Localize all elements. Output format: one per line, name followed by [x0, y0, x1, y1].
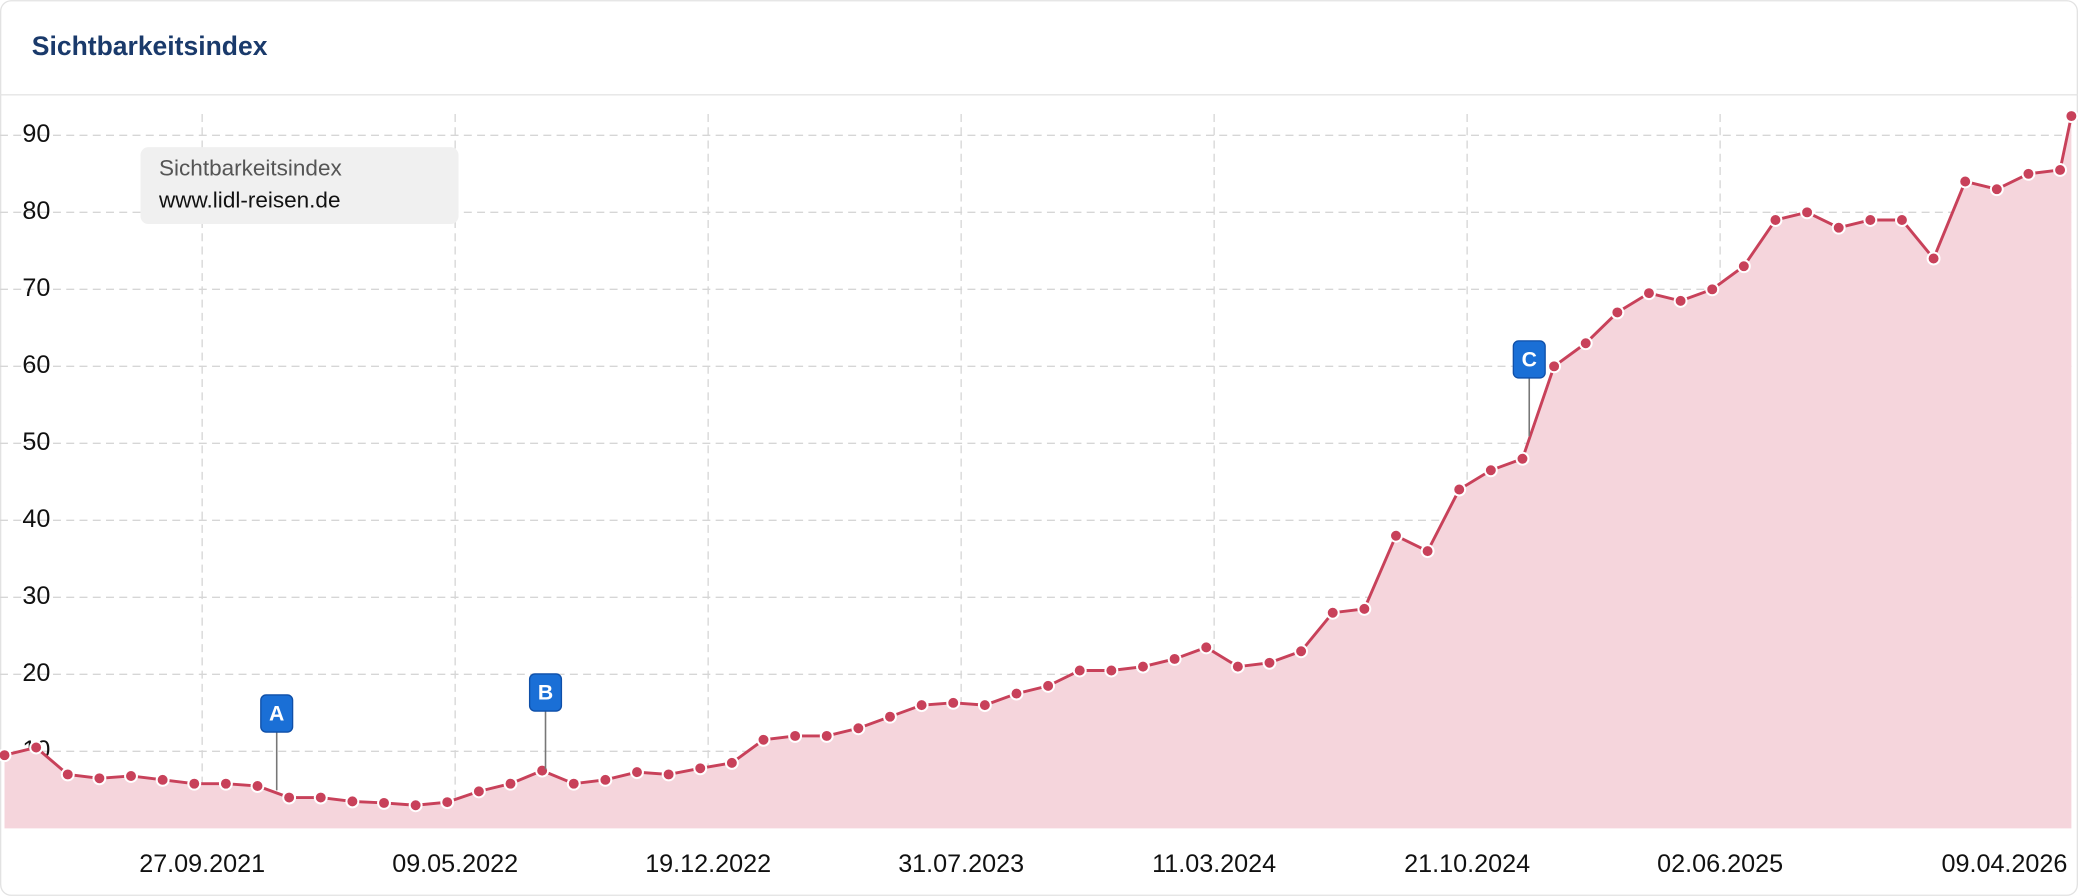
- annotation-marker: [1512, 340, 1546, 379]
- data-point: [313, 790, 328, 805]
- data-point: [661, 767, 676, 782]
- data-point: [2053, 163, 2068, 177]
- data-point: [977, 698, 992, 713]
- data-point: [851, 721, 866, 736]
- data-point: [1642, 286, 1656, 301]
- data-point: [819, 728, 834, 743]
- data-point: [1831, 220, 1846, 235]
- data-point: [1989, 182, 2004, 197]
- legend-entry: www.lidl-reisen.de: [158, 187, 340, 212]
- data-point: [282, 790, 297, 805]
- data-point: [1673, 293, 1688, 308]
- data-point: [1578, 336, 1593, 351]
- chart-title: Sichtbarkeitsindex: [32, 31, 268, 61]
- annotation-label: A: [269, 702, 284, 725]
- annotation-marker: [528, 673, 563, 712]
- annotation-label: C: [1522, 348, 1537, 371]
- y-tick-label: 60: [22, 351, 50, 379]
- x-tick-label: 27.09.2021: [139, 850, 265, 878]
- x-tick-label: 02.06.2025: [1657, 850, 1783, 878]
- data-point: [1199, 640, 1214, 655]
- annotation-label: B: [538, 681, 553, 704]
- legend: Sichtbarkeitsindex www.lidl-reisen.de: [140, 147, 459, 225]
- data-point: [29, 740, 44, 755]
- x-tick-label: 11.03.2024: [1152, 850, 1276, 878]
- x-tick-label: 31.07.2023: [898, 850, 1024, 878]
- data-point: [1515, 451, 1530, 466]
- data-point: [2064, 109, 2078, 124]
- data-point: [1736, 259, 1751, 274]
- data-point: [1863, 213, 1878, 227]
- data-point: [1610, 305, 1625, 320]
- area: [4, 116, 2072, 829]
- y-tick-label: 80: [22, 197, 50, 225]
- data-point: [503, 776, 518, 791]
- data-point: [471, 784, 486, 799]
- data-point: [724, 755, 739, 770]
- legend-box: [140, 147, 459, 225]
- y-tick-label: 30: [22, 582, 50, 610]
- data-point: [1230, 659, 1245, 674]
- data-point: [218, 776, 233, 791]
- data-point: [1483, 463, 1498, 478]
- data-point: [1895, 213, 1909, 227]
- x-tick-label: 09.05.2022: [392, 850, 518, 878]
- data-point: [1294, 644, 1309, 659]
- data-point: [566, 776, 581, 791]
- y-tick-label: 40: [22, 505, 50, 533]
- data-point: [1104, 663, 1119, 678]
- data-point: [155, 772, 170, 787]
- data-point: [788, 728, 803, 743]
- data-point: [693, 761, 708, 776]
- x-tick-label: 19.12.2022: [645, 850, 771, 878]
- plot: A B C: [0, 109, 2078, 829]
- data-point: [2021, 166, 2036, 181]
- data-point: [598, 772, 613, 787]
- x-tick-label: 09.04.2026: [1941, 850, 2067, 878]
- data-point: [1958, 174, 1973, 189]
- data-point: [408, 798, 423, 813]
- data-point: [1800, 205, 1815, 220]
- data-point: [60, 767, 75, 782]
- data-point: [630, 765, 644, 780]
- data-point: [1705, 282, 1720, 297]
- data-point: [1009, 686, 1024, 701]
- data-point: [377, 795, 391, 810]
- data-point: [1768, 213, 1783, 227]
- y-tick-label: 50: [22, 428, 50, 456]
- data-point: [883, 709, 897, 724]
- data-point: [1452, 482, 1467, 497]
- y-tick-label: 20: [22, 659, 50, 687]
- data-point: [1420, 544, 1435, 559]
- data-point: [1926, 251, 1941, 266]
- x-tick-label: 21.10.2024: [1404, 850, 1530, 878]
- data-point: [1262, 655, 1277, 670]
- data-point: [1072, 663, 1087, 678]
- annotation-marker: [260, 694, 294, 733]
- y-tick-label: 90: [22, 120, 50, 148]
- data-point: [1389, 528, 1403, 543]
- data-point: [250, 779, 265, 793]
- data-point: [1136, 659, 1150, 674]
- legend-title: Sichtbarkeitsindex: [159, 156, 342, 181]
- data-point: [345, 794, 360, 809]
- y-tick-label: 70: [22, 274, 50, 302]
- data-point: [0, 748, 12, 763]
- data-point: [1547, 359, 1562, 374]
- data-point: [1041, 678, 1056, 693]
- data-point: [1325, 605, 1340, 620]
- data-point: [187, 776, 202, 791]
- data-point: [1357, 601, 1372, 616]
- data-point: [124, 769, 138, 783]
- data-point: [92, 771, 107, 786]
- data-point: [756, 732, 771, 747]
- data-point: [946, 695, 961, 710]
- data-point: [1167, 651, 1182, 666]
- data-point: [914, 698, 929, 713]
- data-point: [440, 795, 455, 810]
